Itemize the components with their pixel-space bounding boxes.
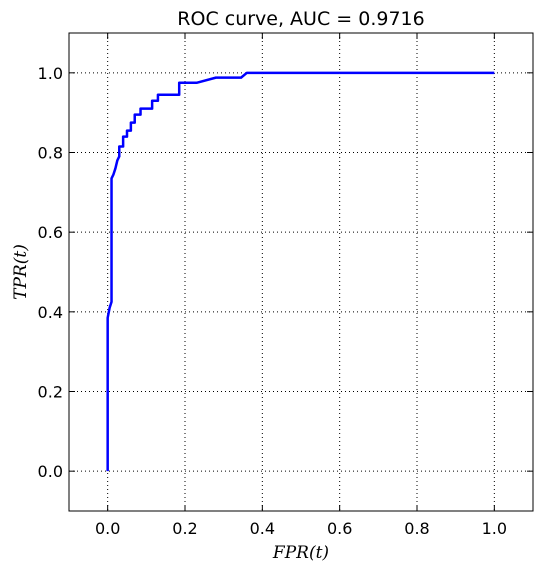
x-tick-label: 0.2 bbox=[172, 519, 197, 538]
plot-area-frame bbox=[68, 32, 534, 512]
y-tick-label: 0.4 bbox=[38, 303, 63, 322]
y-tick-label: 0.2 bbox=[38, 383, 63, 402]
y-tick-label: 0.8 bbox=[38, 144, 63, 163]
tick-labels: 0.0 0.2 0.4 0.6 0.8 1.0 0.0 0.2 0.4 0.6 0.8 1.0 bbox=[38, 64, 508, 538]
x-tick-label: 0.0 bbox=[95, 519, 120, 538]
x-tick-label: 0.4 bbox=[250, 519, 275, 538]
y-axis-label: TPR(t) bbox=[11, 244, 31, 300]
x-tick-label: 0.6 bbox=[327, 519, 352, 538]
y-tick-label: 1.0 bbox=[38, 64, 63, 83]
y-tick-label: 0.0 bbox=[38, 462, 63, 481]
x-tick-label: 0.8 bbox=[404, 519, 429, 538]
x-tick-label: 1.0 bbox=[482, 519, 507, 538]
y-tick-label: 0.6 bbox=[38, 223, 63, 242]
x-axis-label: FPR(t) bbox=[272, 543, 329, 563]
roc-curve-line bbox=[106, 71, 495, 472]
axis-ticks bbox=[69, 33, 533, 511]
chart-title: ROC curve, AUC = 0.9716 bbox=[177, 8, 424, 30]
